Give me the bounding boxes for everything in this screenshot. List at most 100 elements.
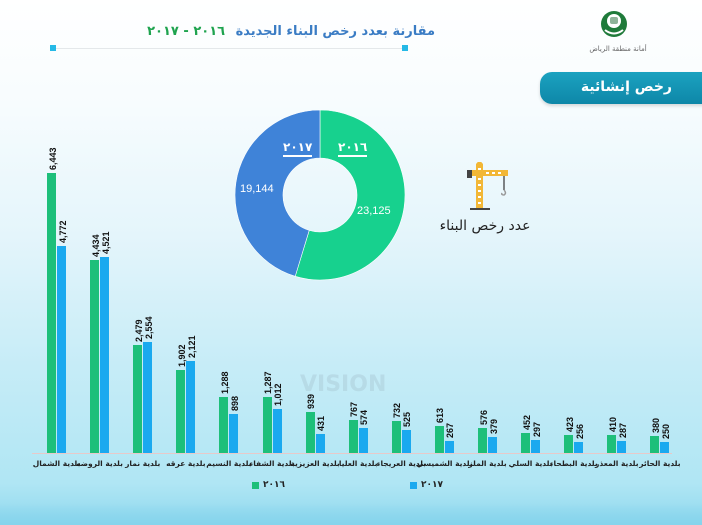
bar-2016-5 <box>262 397 272 453</box>
title-main: مقارنة بعدد رخص البناء الجديدة <box>235 24 435 39</box>
bar-value-label: 267 <box>445 423 456 439</box>
bar-value-label: 4,772 <box>57 220 68 243</box>
riyadh-municipality-logo-icon <box>601 11 627 37</box>
bar-2016-7 <box>348 419 358 453</box>
category-label: بلدية عرقه <box>166 459 206 468</box>
donut-slice-2017 <box>234 109 321 277</box>
bar-2017-1 <box>100 256 110 453</box>
legend-swatch-2017 <box>410 481 417 489</box>
bar-value-label: 613 <box>435 408 446 424</box>
bar-2017-3 <box>186 360 196 453</box>
bar-value-label: 4,434 <box>90 234 101 258</box>
bar-value-label: 423 <box>564 416 575 432</box>
divider-dot-right <box>402 45 408 51</box>
bar-2016-12 <box>564 434 574 453</box>
bar-value-label: 576 <box>478 409 489 425</box>
bar-2016-0 <box>47 173 56 453</box>
bar-value-label: 287 <box>617 422 628 438</box>
donut-year-2016: ٢٠١٦ <box>338 140 368 157</box>
bar-value-label: 452 <box>521 415 532 431</box>
divider-dot-left <box>50 45 56 51</box>
section-tab-construction-permits: رخص إنشائية <box>540 72 702 104</box>
bar-2017-5 <box>272 409 282 453</box>
bar-2016-10 <box>478 427 487 453</box>
bar-2016-3 <box>176 370 186 453</box>
donut-chart: ٢٠١٧ ٢٠١٦ 19,144 23,125 <box>234 105 406 285</box>
bar-value-label: 1,287 <box>263 371 273 395</box>
category-label: بلدية العريجاء <box>376 459 426 468</box>
bar-value-label: 2,554 <box>143 316 154 339</box>
bar-2016-13 <box>607 435 617 453</box>
bar-value-label: 574 <box>359 410 370 426</box>
bar-2016-4 <box>219 397 229 453</box>
bar-value-label: 256 <box>574 423 585 439</box>
legend-label-2016: ٢٠١٦ <box>263 480 285 490</box>
donut-value-2016: 23,125 <box>357 205 391 217</box>
bar-2017-8 <box>401 430 411 453</box>
category-label: بلدية البطحاء <box>549 459 598 468</box>
bar-2016-14 <box>650 436 660 453</box>
bar-2016-6 <box>305 412 315 453</box>
bar-value-label: 4,521 <box>100 230 111 254</box>
bar-value-label: 431 <box>316 416 327 432</box>
bar-2016-8 <box>391 421 401 453</box>
bar-value-label: 2,121 <box>186 335 197 358</box>
bar-value-label: 250 <box>660 424 671 440</box>
legend-label-2017: ٢٠١٧ <box>421 480 443 490</box>
bar-value-label: 6,443 <box>47 147 58 170</box>
category-label: بلدية العليا <box>338 459 378 468</box>
bar-value-label: 732 <box>392 403 403 419</box>
donut-year-2017: ٢٠١٧ <box>283 140 313 157</box>
legend-swatch-2016 <box>252 481 259 489</box>
bar-2017-2 <box>143 342 153 453</box>
title-divider <box>52 48 406 49</box>
category-label: بلدية المعذر <box>595 459 639 468</box>
bar-value-label: 2,479 <box>133 319 144 343</box>
category-label: بلدية العزيزية <box>290 459 340 468</box>
bar-value-label: 767 <box>349 401 360 417</box>
category-label: بلدية نمار <box>125 459 161 468</box>
bar-value-label: 1,902 <box>176 344 187 368</box>
bar-value-label: 297 <box>531 422 542 438</box>
legend-item-2016: ٢٠١٦ <box>252 480 285 490</box>
bar-2017-13 <box>617 440 627 453</box>
bar-2016-9 <box>434 426 444 453</box>
bar-2017-0 <box>57 245 66 453</box>
bar-2017-10 <box>488 436 497 453</box>
vision-watermark: VISION <box>300 372 387 397</box>
category-label: بلدية الحائر <box>639 459 681 468</box>
bar-value-label: 939 <box>306 394 317 410</box>
bar-2016-1 <box>90 260 100 453</box>
bar-value-label: 898 <box>229 395 240 411</box>
crane-icon <box>467 162 508 210</box>
donut-svg <box>234 109 406 281</box>
category-label: بلدية السلي <box>508 459 553 468</box>
bar-value-label: 1,012 <box>273 383 283 407</box>
bar-2017-6 <box>315 434 325 453</box>
bar-value-label: 379 <box>488 418 499 434</box>
bar-2017-7 <box>358 428 368 453</box>
bar-2017-12 <box>574 441 584 453</box>
bar-2016-2 <box>133 345 143 453</box>
crane-caption: عدد رخص البناء <box>439 218 531 234</box>
bar-2017-11 <box>531 440 541 453</box>
category-label: بلدية الشميسي <box>416 459 473 468</box>
bar-2017-4 <box>229 413 239 453</box>
bar-value-label: 1,288 <box>219 371 230 395</box>
page-title: مقارنة بعدد رخص البناء الجديدة ٢٠١٦ - ٢٠… <box>135 24 435 39</box>
category-label: بلدية الروضه <box>76 459 123 468</box>
title-years: ٢٠١٦ - ٢٠١٧ <box>147 24 226 39</box>
donut-value-2017: 19,144 <box>240 183 274 195</box>
bar-value-label: 525 <box>402 412 413 428</box>
donut-slice-2016 <box>294 109 406 281</box>
background-band <box>0 503 702 525</box>
category-label: بلدية النسيم <box>206 459 252 468</box>
category-label: بلدية الشفاء <box>249 459 295 468</box>
category-label: بلدية الملز <box>468 459 507 468</box>
legend-item-2017: ٢٠١٧ <box>410 480 443 490</box>
category-label: بلدية الشمال <box>32 459 81 468</box>
bar-value-label: 410 <box>607 417 618 433</box>
logo-caption: أمانة منطقة الرياض <box>589 45 647 53</box>
bar-2017-14 <box>660 442 670 453</box>
